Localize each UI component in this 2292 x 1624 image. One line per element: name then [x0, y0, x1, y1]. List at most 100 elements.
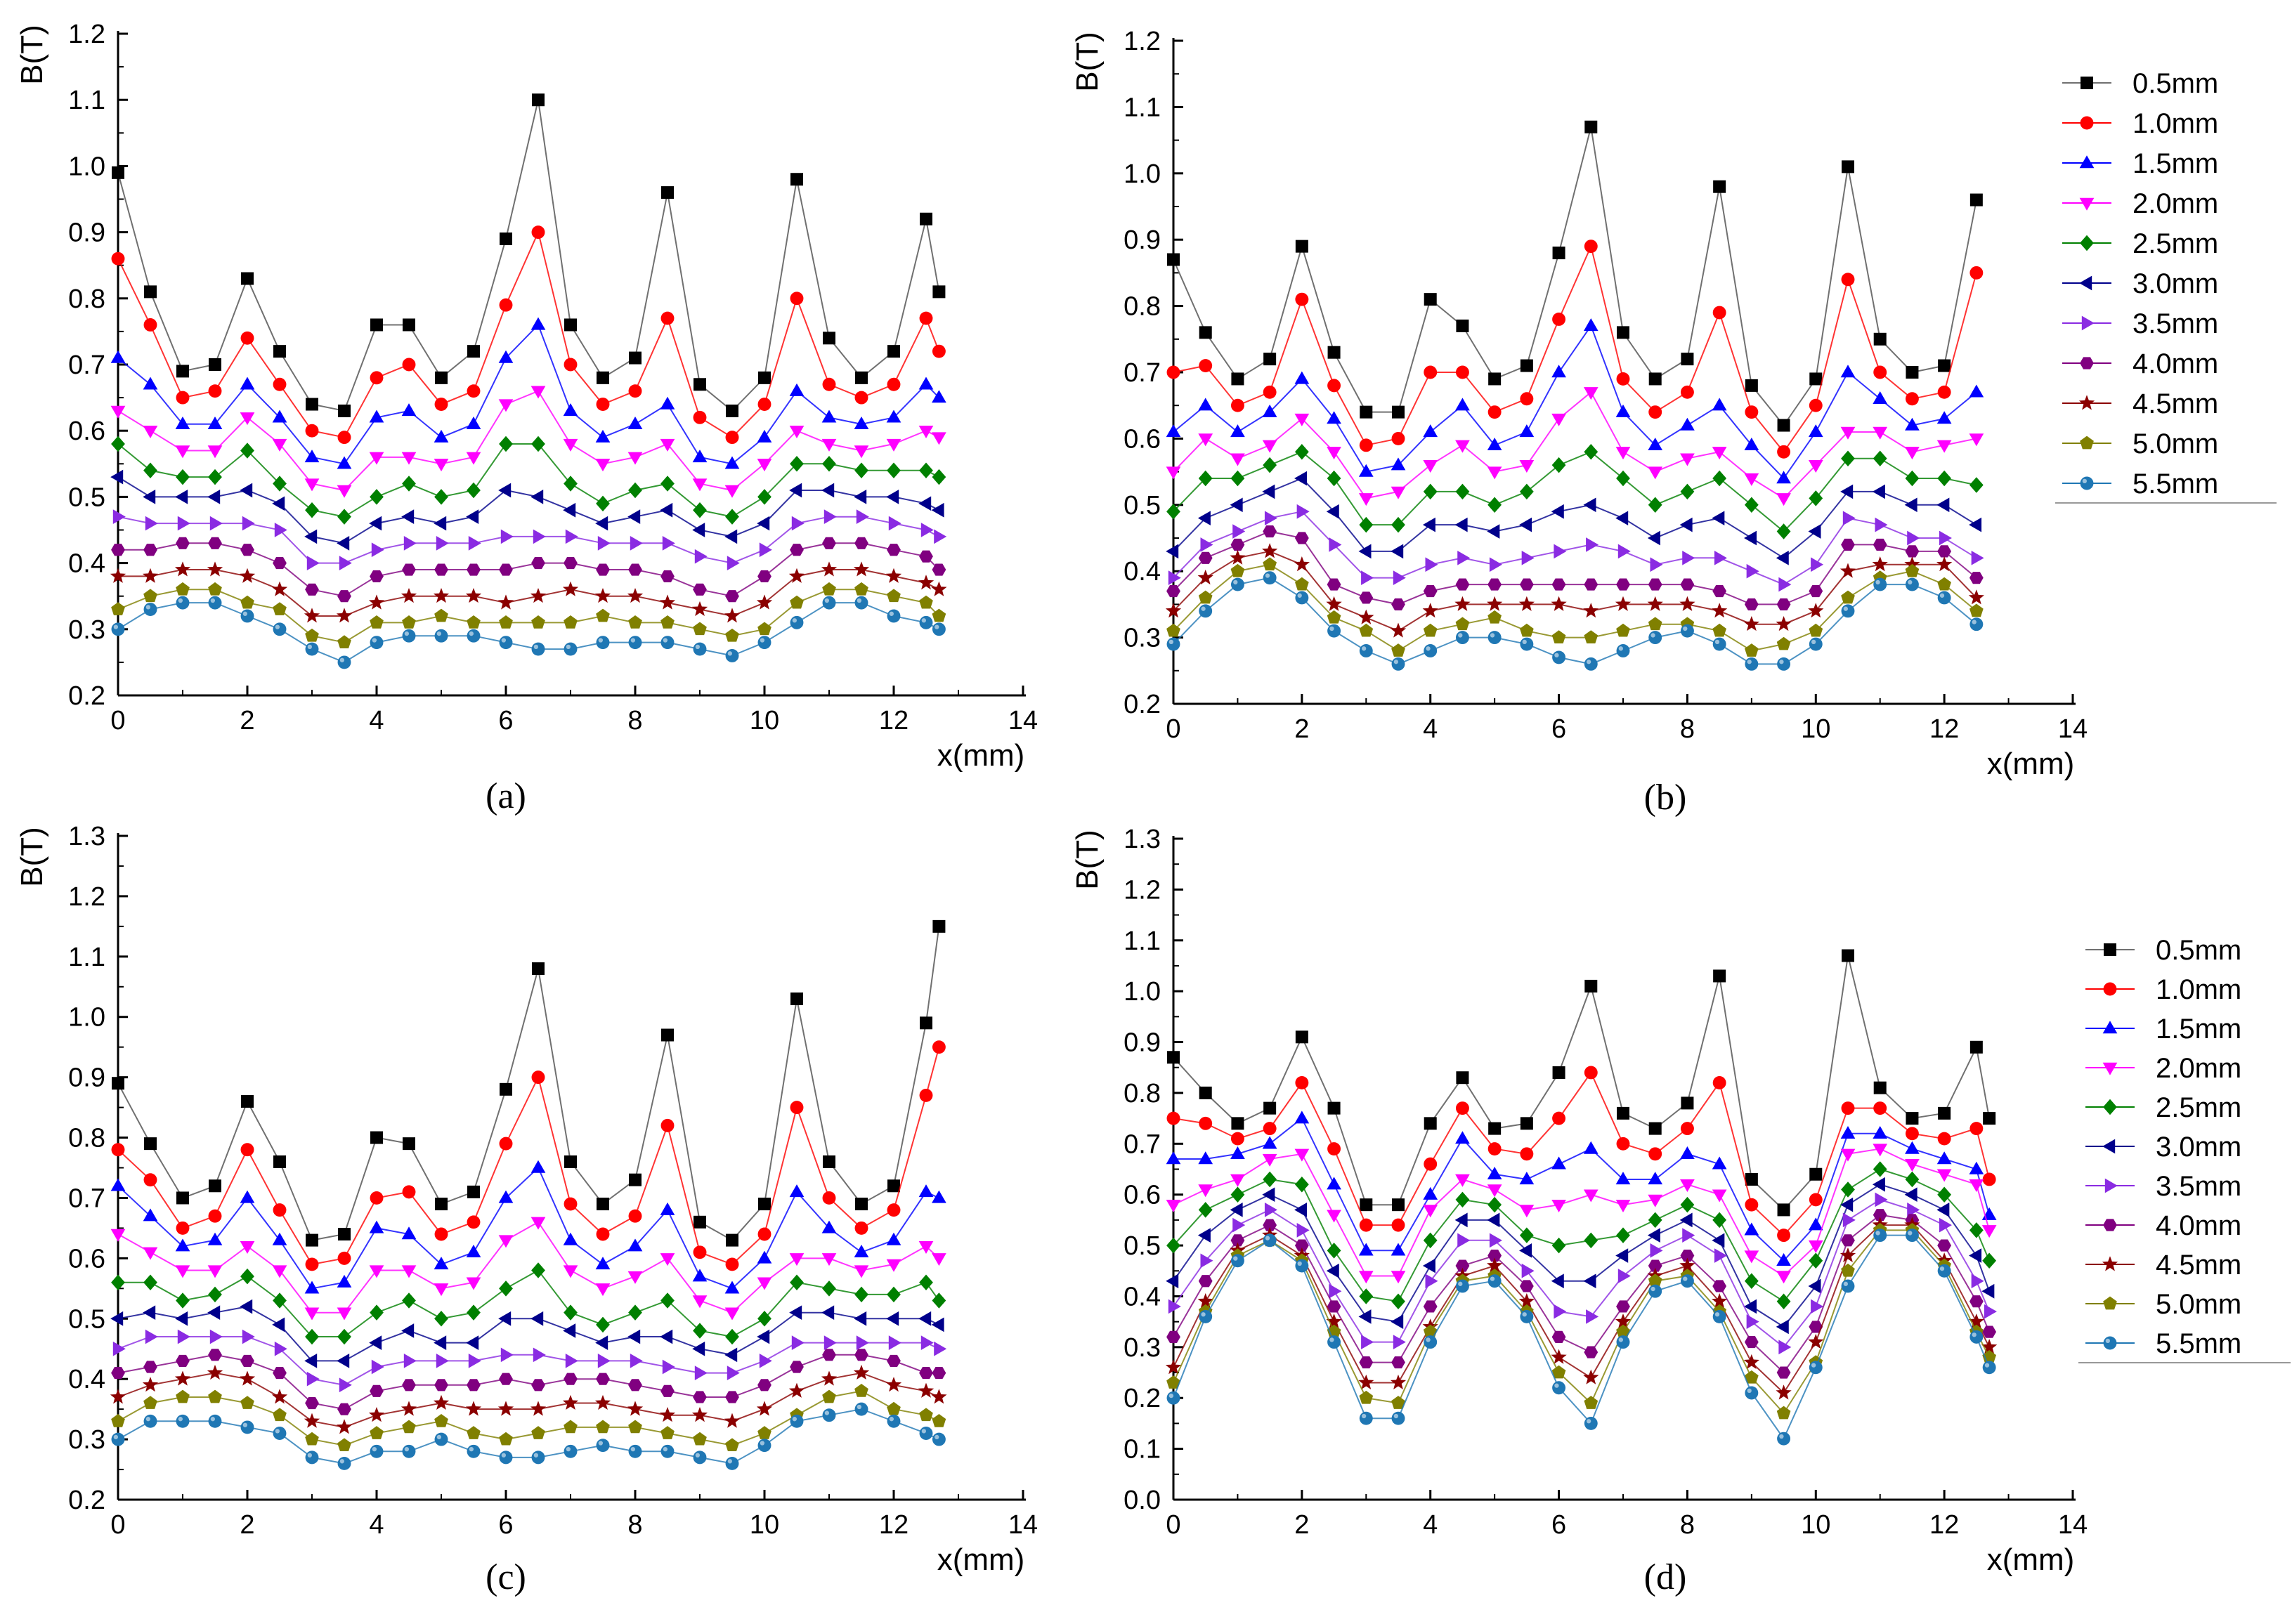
- data-point: [1777, 1203, 1790, 1217]
- data-point: [595, 1257, 611, 1270]
- data-point: [660, 1426, 675, 1439]
- data-point: [145, 1329, 158, 1344]
- data-point: [1392, 1198, 1405, 1212]
- data-point: [1776, 636, 1791, 650]
- x-tick-label: 6: [498, 706, 513, 735]
- data-point: [1679, 1257, 1695, 1273]
- data-point: [1939, 1217, 1952, 1233]
- data-point: [1584, 120, 1598, 133]
- data-point: [1424, 1335, 1438, 1349]
- data-point: [1166, 365, 1180, 379]
- data-point: [1872, 1177, 1885, 1192]
- data-point: [693, 1391, 707, 1403]
- data-point: [1489, 557, 1502, 572]
- series-3.0mm: [1166, 1177, 1995, 1335]
- y-tick-label: 0.9: [68, 1063, 105, 1093]
- data-point: [1198, 470, 1213, 487]
- data-point: [1809, 398, 1823, 412]
- data-point: [1454, 596, 1471, 611]
- data-point: [497, 1401, 514, 1416]
- data-point: [1680, 417, 1695, 431]
- data-point: [1327, 411, 1341, 424]
- data-point: [176, 1354, 190, 1367]
- data-point: [207, 1305, 221, 1321]
- data-point: [885, 1377, 902, 1392]
- chart-panel-d: 0.0 0.1 0.2 0.3 0.4 0.5 0.6 0.7 0.8 0.9 1.0 1.1 1.2 1…: [1070, 825, 2088, 1577]
- data-point: [1198, 1184, 1213, 1198]
- data-point: [207, 561, 223, 577]
- data-point: [1679, 517, 1693, 532]
- legend-label: 4.0mm: [2133, 348, 2218, 379]
- data-point: [595, 516, 608, 531]
- legend-label: 2.5mm: [2133, 228, 2218, 259]
- data-point: [932, 390, 946, 403]
- y-tick-label: 0.7: [68, 1184, 105, 1213]
- data-point: [1264, 1203, 1277, 1217]
- data-point: [1939, 530, 1952, 546]
- data-point: [596, 398, 610, 411]
- data-point: [1519, 1205, 1535, 1218]
- data-point: [1200, 1253, 1213, 1269]
- data-point: [1197, 1228, 1211, 1243]
- data-point: [1712, 1309, 1726, 1323]
- data-point: [1680, 1146, 1695, 1159]
- data-point: [932, 285, 946, 299]
- data-point: [1808, 524, 1821, 539]
- data-point: [110, 405, 126, 419]
- data-point: [1327, 1177, 1341, 1190]
- data-point: [1712, 306, 1726, 320]
- data-point: [1230, 577, 1244, 591]
- data-point: [1519, 1280, 1534, 1292]
- data-point: [1873, 1161, 1887, 1177]
- data-point: [932, 469, 946, 485]
- y-tick-label: 0.8: [1124, 292, 1161, 322]
- data-point: [1907, 1203, 1920, 1217]
- data-point: [1680, 1274, 1694, 1288]
- data-point: [112, 1341, 126, 1356]
- data-point: [1583, 497, 1596, 513]
- series-3.5mm: [112, 1329, 947, 1393]
- data-point: [370, 1131, 383, 1144]
- data-point: [1199, 1116, 1213, 1130]
- data-point: [530, 386, 546, 399]
- x-tick-label: 14: [2058, 714, 2088, 744]
- data-point: [725, 649, 739, 662]
- data-point: [1521, 1263, 1535, 1278]
- data-point: [1776, 616, 1792, 631]
- data-point: [207, 490, 221, 504]
- data-point: [1295, 591, 1309, 605]
- legend-label: 0.5mm: [2133, 68, 2218, 99]
- data-point: [403, 1137, 415, 1151]
- data-point: [757, 1311, 771, 1327]
- data-point: [1680, 453, 1695, 466]
- data-point: [1552, 1111, 1566, 1125]
- data-point: [1904, 556, 1920, 572]
- data-point: [370, 1191, 384, 1205]
- data-point: [339, 1377, 352, 1393]
- legend-marker: [2103, 1296, 2117, 1310]
- data-point: [1263, 353, 1277, 366]
- data-point: [1295, 1075, 1309, 1089]
- data-point: [931, 1317, 944, 1332]
- data-point: [273, 1367, 287, 1380]
- data-point: [627, 1238, 643, 1252]
- data-point: [499, 615, 513, 629]
- data-point: [1230, 1146, 1245, 1159]
- data-point: [273, 476, 287, 492]
- data-point: [724, 529, 738, 544]
- data-point: [1744, 598, 1759, 610]
- legend-label: 1.5mm: [2133, 148, 2218, 179]
- data-point: [594, 1394, 611, 1410]
- data-point: [1455, 1131, 1470, 1144]
- data-point: [661, 186, 674, 199]
- data-point: [1905, 1229, 1919, 1243]
- y-tick-label: 0.4: [68, 549, 105, 579]
- data-point: [693, 1323, 707, 1339]
- data-point: [1648, 438, 1663, 451]
- data-point: [1294, 532, 1309, 544]
- data-point: [467, 629, 481, 643]
- data-point: [402, 1420, 416, 1434]
- legend-label: 1.0mm: [2156, 974, 2241, 1005]
- data-point: [932, 344, 946, 358]
